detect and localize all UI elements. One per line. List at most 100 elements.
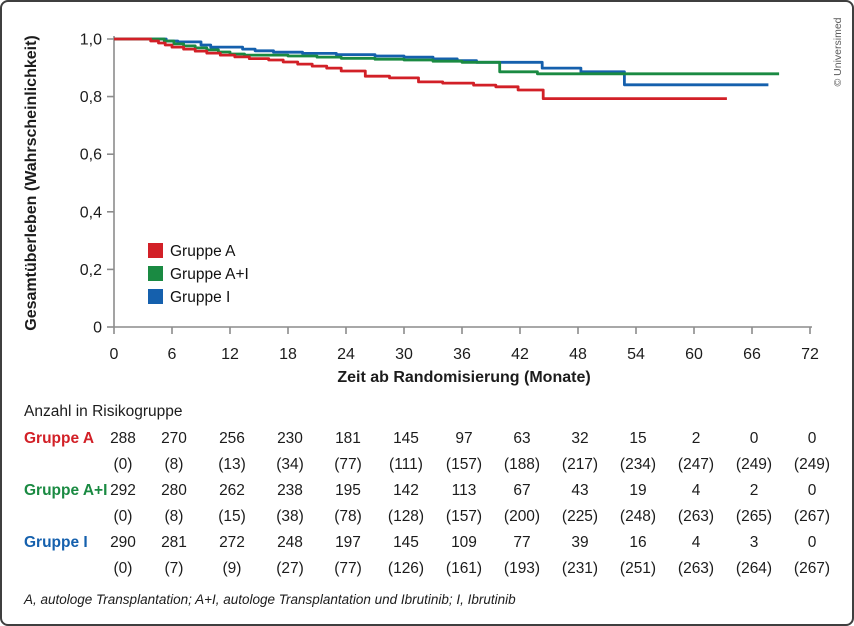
risk-row-label: Gruppe A (24, 430, 95, 447)
cumulative-events-value: (157) (445, 456, 483, 473)
at-risk-value: 290 (110, 534, 136, 551)
at-risk-value: 97 (455, 430, 473, 447)
at-risk-value: 145 (393, 534, 419, 551)
cumulative-events-value: (77) (334, 560, 362, 577)
at-risk-value: 113 (451, 482, 477, 499)
x-axis-title: Zeit ab Randomisierung (Monate) (337, 369, 590, 386)
legend-label: Gruppe A (170, 243, 236, 260)
at-risk-value: 0 (807, 534, 817, 551)
x-axis: 0 6 12 18 24 30 36 42 48 54 60 66 72 (110, 326, 819, 363)
at-risk-value: 230 (277, 430, 303, 447)
at-risk-value: 142 (393, 482, 419, 499)
at-risk-value: 262 (219, 482, 245, 499)
y-tick-label: 1,0 (80, 32, 102, 49)
y-axis-title: Gesamtüberleben (Wahrscheinlichkeit) (23, 35, 40, 330)
at-risk-value: 77 (513, 534, 531, 551)
at-risk-value: 109 (451, 534, 477, 551)
cumulative-events-value: (38) (276, 508, 304, 525)
legend-swatch (148, 266, 163, 281)
cumulative-events-value: (13) (218, 456, 246, 473)
x-tick-label: 24 (337, 346, 355, 363)
cumulative-events-value: (267) (793, 560, 831, 577)
cumulative-events-value: (8) (164, 456, 184, 473)
km-chart: 1,0 0,8 0,6 0,4 0,2 0 0 6 12 18 24 30 36 42 48 54 60 66 7… (23, 17, 844, 386)
x-tick-label: 72 (801, 346, 819, 363)
at-risk-value: 195 (335, 482, 361, 499)
x-tick-label: 66 (743, 346, 761, 363)
cumulative-events-value: (128) (387, 508, 425, 525)
risk-row-label: Gruppe I (24, 534, 88, 551)
footnote: A, autologe Transplantation; A+I, autolo… (24, 592, 516, 607)
cumulative-events-value: (264) (735, 560, 773, 577)
at-risk-value: 2 (749, 482, 759, 499)
cumulative-events-value: (267) (793, 508, 831, 525)
cumulative-events-value: (7) (164, 560, 184, 577)
x-tick-label: 42 (511, 346, 529, 363)
at-risk-value: 0 (807, 482, 817, 499)
cumulative-events-value: (9) (222, 560, 242, 577)
cumulative-events-value: (251) (619, 560, 657, 577)
at-risk-value: 2 (691, 430, 701, 447)
at-risk-value: 67 (513, 482, 531, 499)
at-risk-value: 197 (335, 534, 361, 551)
cumulative-events-value: (8) (164, 508, 184, 525)
y-tick-label: 0 (93, 320, 102, 337)
at-risk-value: 281 (161, 534, 187, 551)
at-risk-value: 15 (629, 430, 647, 447)
at-risk-value: 256 (219, 430, 245, 447)
cumulative-events-value: (263) (677, 508, 715, 525)
cumulative-events-value: (188) (503, 456, 541, 473)
y-tick-label: 0,8 (80, 89, 102, 106)
copyright-credit: © Universimed (832, 17, 844, 86)
at-risk-value: 4 (691, 534, 701, 551)
legend: Gruppe A Gruppe A+I Gruppe I (148, 243, 249, 306)
cumulative-events-value: (78) (334, 508, 362, 525)
legend-swatch (148, 289, 163, 304)
y-axis: 1,0 0,8 0,6 0,4 0,2 0 (80, 32, 115, 337)
cumulative-events-value: (34) (276, 456, 304, 473)
x-tick-label: 60 (685, 346, 703, 363)
cumulative-events-value: (263) (677, 560, 715, 577)
cumulative-events-value: (225) (561, 508, 599, 525)
legend-label: Gruppe I (170, 289, 230, 306)
cumulative-events-value: (231) (561, 560, 599, 577)
cumulative-events-value: (248) (619, 508, 657, 525)
at-risk-value: 280 (161, 482, 187, 499)
y-tick-label: 0,4 (80, 204, 102, 221)
at-risk-value: 270 (161, 430, 187, 447)
x-tick-label: 12 (221, 346, 239, 363)
cumulative-events-value: (193) (503, 560, 541, 577)
cumulative-events-value: (200) (503, 508, 541, 525)
at-risk-value: 39 (571, 534, 589, 551)
cumulative-events-value: (265) (735, 508, 773, 525)
curve-gruppe-a-i (114, 37, 780, 76)
at-risk-value: 63 (513, 430, 531, 447)
y-tick-label: 0,2 (80, 262, 102, 279)
cumulative-events-value: (0) (113, 508, 133, 525)
at-risk-value: 292 (110, 482, 136, 499)
at-risk-value: 19 (629, 482, 647, 499)
x-tick-label: 6 (168, 346, 177, 363)
cumulative-events-value: (0) (113, 456, 133, 473)
at-risk-value: 43 (571, 482, 589, 499)
cumulative-events-value: (161) (445, 560, 483, 577)
x-tick-label: 0 (110, 346, 119, 363)
cumulative-events-value: (249) (793, 456, 831, 473)
cumulative-events-value: (0) (113, 560, 133, 577)
cumulative-events-value: (15) (218, 508, 246, 525)
at-risk-value: 145 (393, 430, 419, 447)
x-tick-label: 30 (395, 346, 413, 363)
curve-gruppe-a (114, 37, 727, 100)
cumulative-events-value: (77) (334, 456, 362, 473)
x-tick-label: 18 (279, 346, 297, 363)
at-risk-value: 272 (219, 534, 245, 551)
at-risk-value: 0 (749, 430, 759, 447)
at-risk-value: 181 (335, 430, 361, 447)
at-risk-value: 288 (110, 430, 136, 447)
at-risk-value: 3 (749, 534, 759, 551)
cumulative-events-value: (157) (445, 508, 483, 525)
at-risk-value: 248 (277, 534, 303, 551)
cumulative-events-value: (126) (387, 560, 425, 577)
cumulative-events-value: (111) (389, 456, 423, 473)
